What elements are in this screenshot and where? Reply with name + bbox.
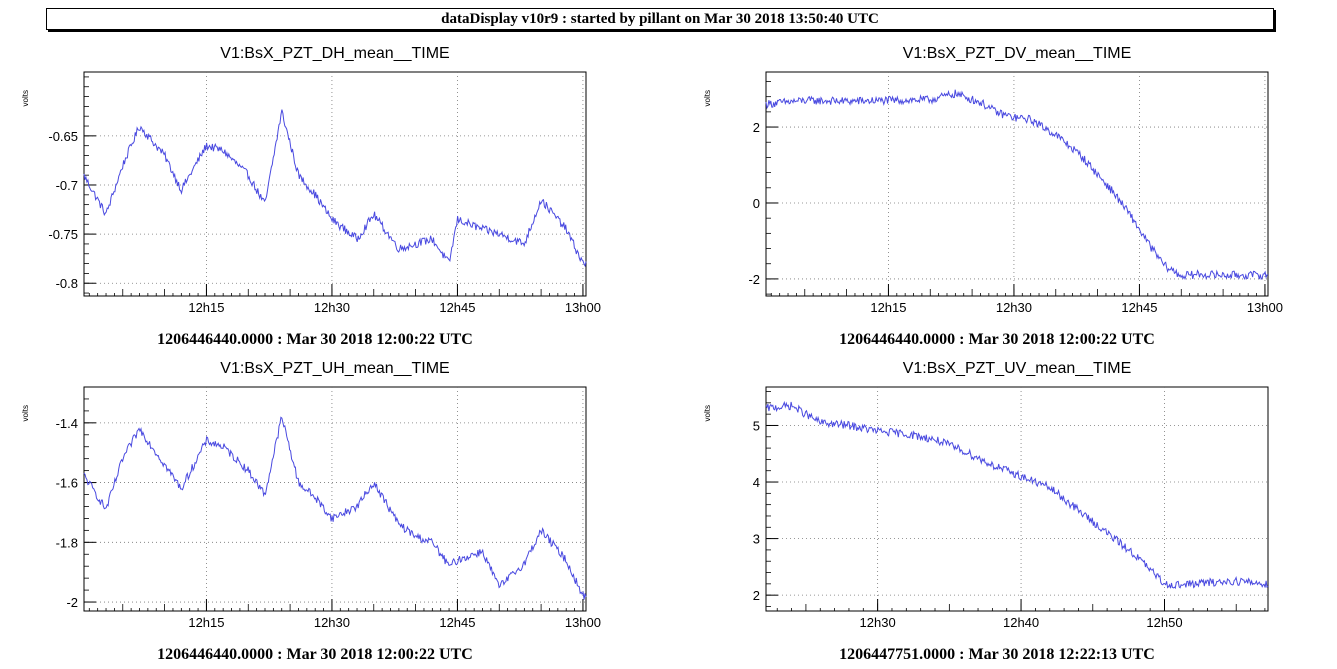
y-tick-label: 2 [753, 588, 760, 603]
x-tick-label: 12h30 [996, 300, 1032, 315]
x-tick-label: 12h30 [860, 615, 896, 630]
data-trace-line [765, 400, 1269, 590]
chart-footer-timestamp: 1206447751.0000 : Mar 30 2018 12:22:13 U… [839, 646, 1155, 663]
y-axis-label: volts [703, 90, 712, 106]
y-tick-label: -2 [66, 595, 78, 610]
x-tick-label: 12h40 [1003, 615, 1039, 630]
y-tick-label: -0.8 [56, 276, 78, 291]
x-tick-label: 12h50 [1146, 615, 1182, 630]
data-trace-line [83, 109, 587, 268]
chart-footer-timestamp: 1206446440.0000 : Mar 30 2018 12:00:22 U… [839, 331, 1155, 348]
x-tick-label: 13h00 [565, 615, 601, 630]
plot-frame [765, 386, 1269, 612]
x-tick-label: 12h15 [188, 615, 224, 630]
plot-frame [765, 71, 1269, 297]
x-tick-label: 13h00 [1247, 300, 1283, 315]
chart-title: V1:BsX_PZT_DV_mean__TIME [903, 45, 1132, 62]
y-tick-label: -2 [748, 272, 760, 287]
y-tick-label: 4 [753, 475, 760, 490]
data-trace-line [83, 416, 587, 600]
app-title-banner: dataDisplay v10r9 : started by pillant o… [46, 8, 1274, 30]
x-tick-label: 13h00 [565, 300, 601, 315]
chart-title: V1:BsX_PZT_DH_mean__TIME [220, 45, 449, 62]
chart-footer-timestamp: 1206446440.0000 : Mar 30 2018 12:00:22 U… [157, 331, 473, 348]
data-trace-line [765, 89, 1269, 281]
y-tick-label: 0 [753, 196, 760, 211]
x-tick-label: 12h15 [188, 300, 224, 315]
x-tick-label: 12h30 [314, 300, 350, 315]
y-tick-label: 3 [753, 532, 760, 547]
y-tick-label: -0.65 [48, 129, 78, 144]
y-axis-label: volts [21, 405, 30, 421]
chart-footer-timestamp: 1206446440.0000 : Mar 30 2018 12:00:22 U… [157, 646, 473, 663]
y-axis-label: volts [703, 405, 712, 421]
chart-title: V1:BsX_PZT_UH_mean__TIME [220, 360, 449, 377]
y-tick-label: -1.6 [56, 476, 78, 491]
chart-title: V1:BsX_PZT_UV_mean__TIME [903, 360, 1132, 377]
y-tick-label: -1.4 [56, 416, 78, 431]
plot-frame [83, 386, 587, 612]
x-tick-label: 12h30 [314, 615, 350, 630]
plot-frame [83, 71, 587, 297]
y-tick-label: -0.75 [48, 227, 78, 242]
x-tick-label: 12h15 [870, 300, 906, 315]
y-tick-label: 5 [753, 418, 760, 433]
x-tick-label: 12h45 [439, 300, 475, 315]
y-tick-label: -0.7 [56, 178, 78, 193]
x-tick-label: 12h45 [439, 615, 475, 630]
x-tick-label: 12h45 [1121, 300, 1157, 315]
y-tick-label: 2 [753, 120, 760, 135]
y-tick-label: -1.8 [56, 535, 78, 550]
y-axis-label: volts [21, 90, 30, 106]
